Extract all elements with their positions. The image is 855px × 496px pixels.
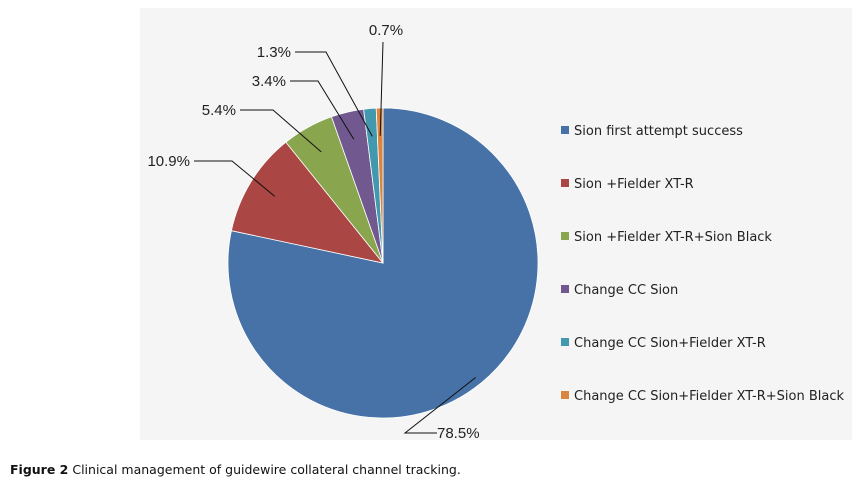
leader-line bbox=[295, 51, 373, 137]
legend: Sion first attempt success Sion +Fielder … bbox=[561, 124, 844, 404]
slice-value-label: 0.7% bbox=[369, 22, 403, 39]
leader-lines bbox=[194, 41, 476, 434]
slice-value-label: 10.9% bbox=[147, 153, 190, 170]
legend-label: Sion +Fielder XT-R+Sion Black bbox=[574, 230, 772, 245]
pie-chart: 78.5% 10.9% 5.4% 3.4% 1.3% 0.7% Sion first at… bbox=[147, 22, 844, 442]
legend-swatch bbox=[561, 179, 569, 187]
legend-label: Sion first attempt success bbox=[574, 124, 743, 139]
legend-swatch bbox=[561, 391, 569, 399]
leader-line bbox=[240, 109, 322, 153]
pie-slice bbox=[375, 107, 384, 264]
leader-line bbox=[403, 377, 476, 434]
legend-label: Change CC Sion+Fielder XT-R bbox=[574, 336, 766, 351]
pie-slice bbox=[230, 141, 385, 264]
leader-line bbox=[194, 160, 276, 197]
slice-value-label: 5.4% bbox=[202, 102, 236, 119]
legend-label: Change CC Sion+Fielder XT-R+Sion Black bbox=[574, 389, 844, 404]
pie-slice bbox=[227, 107, 539, 419]
slice-value-label: 1.3% bbox=[257, 44, 291, 61]
leader-line bbox=[379, 41, 384, 136]
pie-slices bbox=[227, 107, 539, 419]
figure-caption: Figure 2 Clinical management of guidewir… bbox=[10, 462, 461, 477]
legend-swatch bbox=[561, 126, 569, 134]
legend-swatch bbox=[561, 285, 569, 293]
data-labels: 78.5% 10.9% 5.4% 3.4% 1.3% 0.7% bbox=[147, 22, 479, 442]
caption-label: Figure 2 bbox=[10, 462, 69, 477]
legend-swatch bbox=[561, 338, 569, 346]
legend-swatch bbox=[561, 232, 569, 240]
leader-line bbox=[290, 80, 355, 140]
caption-text: Clinical management of guidewire collate… bbox=[72, 462, 461, 477]
slice-value-label: 78.5% bbox=[437, 425, 480, 442]
legend-label: Sion +Fielder XT-R bbox=[574, 177, 694, 192]
slice-value-label: 3.4% bbox=[252, 73, 286, 90]
legend-label: Change CC Sion bbox=[574, 283, 678, 298]
